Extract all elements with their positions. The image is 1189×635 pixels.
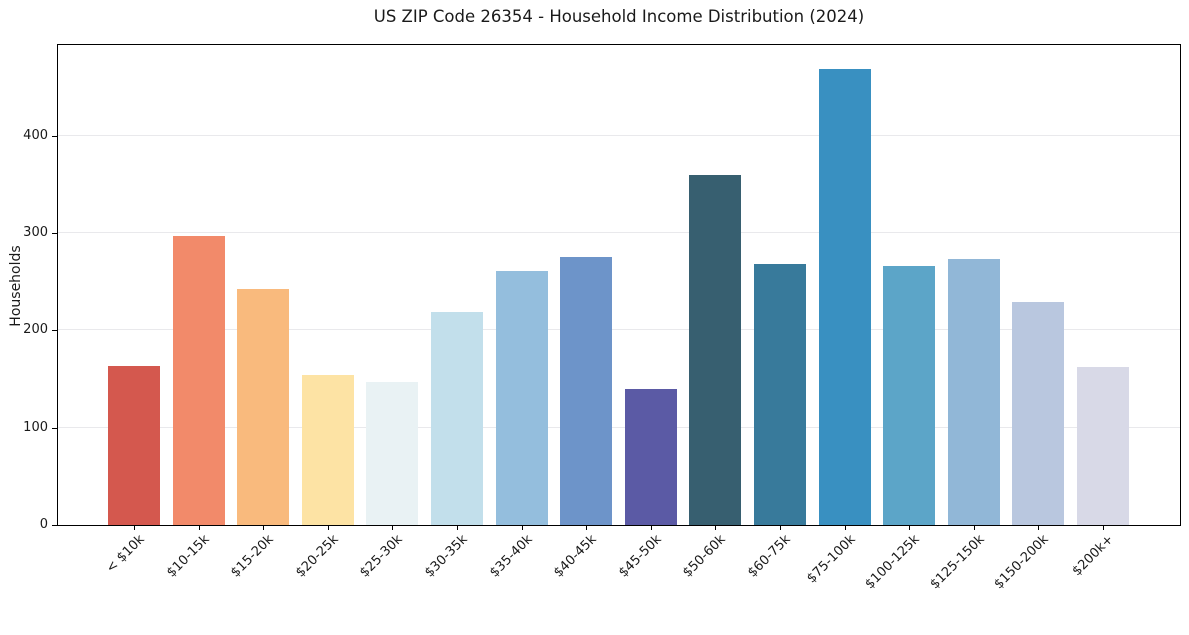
y-tick-mark [52,525,57,526]
bar [301,375,354,525]
bar [818,69,871,525]
y-tick-mark [52,330,57,332]
x-tick-mark [327,526,329,530]
y-tick-label: 100 [23,419,48,435]
bar [172,235,225,525]
x-tick-mark [521,526,523,530]
bar [689,175,742,525]
y-tick-mark [52,232,57,234]
bar [560,257,613,525]
bar [431,311,483,525]
chart-title: US ZIP Code 26354 - Household Income Dis… [373,7,865,26]
figure: US ZIP Code 26354 - Household Income Dis… [8,7,1181,593]
bar [947,259,1000,525]
x-tick-mark [263,526,265,530]
x-tick-mark [1103,526,1104,530]
x-tick-mark [198,526,200,530]
x-tick-mark [392,526,394,530]
y-axis-label: Households [8,245,24,327]
y-tick-label: 300 [23,224,48,240]
gridline [58,231,1180,233]
bar [754,264,806,525]
bar [366,381,419,525]
gridline [58,134,1180,136]
bar [1077,367,1129,525]
x-tick-mark [909,526,911,530]
x-tick-mark [1038,526,1040,530]
y-tick-label: 0 [39,517,48,532]
y-tick-label: 400 [23,127,48,143]
bar [624,388,677,525]
bar [495,270,548,525]
bar [237,289,290,525]
gridline [58,329,1180,331]
x-tick-mark [586,526,588,530]
bar [1012,302,1065,525]
x-tick-mark [650,526,652,530]
y-tick-mark [52,135,57,137]
y-tick-label: 200 [23,322,48,338]
x-tick-mark [844,526,846,530]
plot-area [57,44,1181,526]
bar [883,266,936,525]
x-tick-mark [134,526,135,530]
bar [108,366,160,525]
x-tick-mark [780,526,781,530]
gridline [58,426,1180,428]
x-tick-mark [457,526,458,530]
x-tick-mark [715,526,717,530]
y-tick-mark [52,427,57,429]
x-tick-mark [973,526,975,530]
